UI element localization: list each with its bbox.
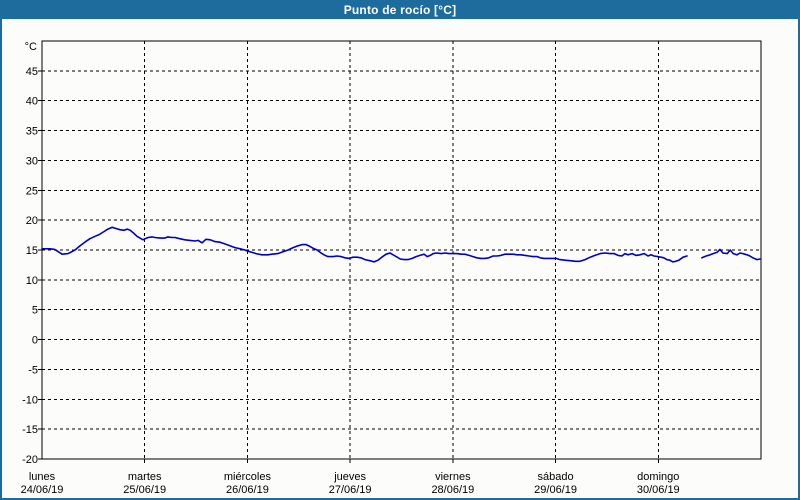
y-tick-label: 45 [26, 66, 38, 78]
y-tick-label: -15 [22, 424, 38, 436]
y-tick-label: 5 [32, 305, 38, 317]
x-date-label: 28/06/19 [431, 484, 474, 496]
y-tick-label: 20 [26, 215, 38, 227]
x-date-label: 30/06/19 [637, 484, 680, 496]
chart-title: Punto de rocío [°C] [343, 2, 457, 17]
x-day-label: viernes [435, 471, 471, 483]
x-day-label: lunes [29, 471, 56, 483]
y-axis-unit-label: °C [25, 41, 37, 53]
dew-point-line [41, 226, 688, 263]
x-day-label: miércoles [224, 471, 272, 483]
y-tick-label: -5 [28, 364, 38, 376]
x-day-label: martes [128, 471, 162, 483]
y-tick-label: 30 [26, 155, 38, 167]
dew-point-line [701, 248, 761, 261]
x-date-label: 24/06/19 [21, 484, 64, 496]
y-tick-label: 25 [26, 185, 38, 197]
y-tick-label: -10 [22, 394, 38, 406]
y-tick-label: 0 [32, 335, 38, 347]
y-tick-label: -20 [22, 454, 38, 466]
x-date-label: 29/06/19 [534, 484, 577, 496]
x-day-label: domingo [637, 471, 679, 483]
plot-border [41, 40, 762, 460]
x-date-label: 26/06/19 [226, 484, 269, 496]
x-day-label: sábado [538, 471, 574, 483]
y-tick-label: 40 [26, 96, 38, 108]
y-tick-label: 10 [26, 275, 38, 287]
x-date-label: 25/06/19 [123, 484, 166, 496]
y-tick-label: 15 [26, 245, 38, 257]
x-date-label: 27/06/19 [329, 484, 372, 496]
x-day-label: jueves [333, 471, 366, 483]
chart-title-bar: Punto de rocío [°C] [0, 0, 800, 19]
y-tick-label: 35 [26, 126, 38, 138]
